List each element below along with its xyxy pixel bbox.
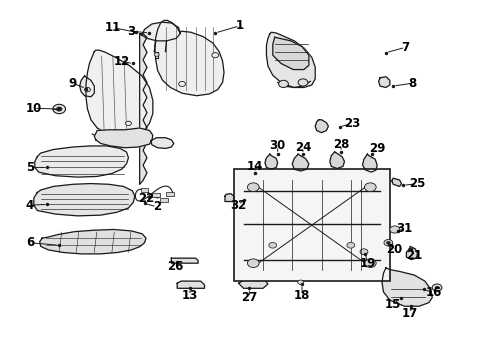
Polygon shape — [264, 154, 277, 169]
Circle shape — [247, 259, 259, 267]
Circle shape — [298, 79, 307, 86]
Text: 17: 17 — [401, 307, 418, 320]
Text: 18: 18 — [293, 289, 309, 302]
Text: 6: 6 — [26, 236, 34, 249]
Text: 29: 29 — [368, 142, 385, 155]
Text: 16: 16 — [425, 287, 441, 300]
Text: 10: 10 — [26, 102, 42, 115]
Text: 15: 15 — [384, 298, 401, 311]
Circle shape — [211, 53, 218, 58]
Polygon shape — [80, 76, 94, 97]
Text: 30: 30 — [269, 139, 285, 152]
Polygon shape — [141, 22, 180, 41]
Circle shape — [84, 87, 90, 92]
Text: 23: 23 — [343, 117, 359, 130]
Circle shape — [56, 107, 62, 111]
Circle shape — [431, 284, 441, 291]
Circle shape — [346, 242, 354, 248]
Polygon shape — [362, 154, 376, 172]
Circle shape — [364, 259, 375, 267]
Bar — [141, 188, 148, 192]
Text: 4: 4 — [26, 199, 34, 212]
Polygon shape — [391, 178, 401, 186]
Text: 19: 19 — [359, 257, 375, 270]
Text: 28: 28 — [332, 138, 348, 151]
Text: 3: 3 — [127, 25, 135, 38]
Circle shape — [389, 226, 399, 233]
Polygon shape — [171, 258, 198, 263]
Text: 27: 27 — [241, 291, 257, 304]
Text: 7: 7 — [401, 41, 408, 54]
Bar — [166, 192, 174, 197]
Polygon shape — [272, 37, 308, 69]
Text: 13: 13 — [182, 289, 198, 302]
Circle shape — [364, 183, 375, 192]
Polygon shape — [406, 246, 417, 260]
Text: 5: 5 — [26, 161, 34, 174]
Text: 21: 21 — [405, 249, 422, 262]
Circle shape — [434, 286, 438, 289]
Circle shape — [247, 183, 259, 192]
Circle shape — [383, 239, 392, 246]
Circle shape — [125, 121, 131, 126]
Polygon shape — [140, 34, 147, 184]
Bar — [233, 169, 389, 281]
Polygon shape — [94, 128, 153, 148]
Text: 11: 11 — [104, 21, 121, 34]
Circle shape — [178, 81, 185, 86]
Text: 14: 14 — [246, 160, 263, 173]
Polygon shape — [378, 77, 389, 87]
Polygon shape — [238, 280, 267, 288]
Text: 2: 2 — [152, 201, 161, 213]
Polygon shape — [224, 194, 233, 202]
Circle shape — [278, 80, 288, 87]
Polygon shape — [86, 50, 153, 136]
Text: 25: 25 — [408, 177, 425, 190]
Circle shape — [386, 241, 389, 244]
Polygon shape — [40, 229, 146, 254]
Polygon shape — [381, 268, 431, 306]
Polygon shape — [177, 281, 204, 288]
Circle shape — [297, 280, 303, 284]
Text: 8: 8 — [408, 77, 416, 90]
Text: 20: 20 — [386, 243, 402, 256]
Text: 12: 12 — [113, 55, 129, 68]
Text: 24: 24 — [294, 141, 310, 154]
Circle shape — [154, 53, 159, 56]
Bar — [160, 198, 167, 202]
Text: 1: 1 — [235, 19, 243, 32]
Text: 9: 9 — [69, 77, 77, 90]
Circle shape — [268, 242, 276, 248]
Text: 26: 26 — [167, 260, 183, 273]
Polygon shape — [292, 154, 308, 171]
Polygon shape — [315, 120, 328, 133]
Polygon shape — [34, 184, 135, 216]
Polygon shape — [329, 152, 344, 168]
Circle shape — [53, 104, 65, 114]
Polygon shape — [266, 32, 315, 87]
Polygon shape — [35, 146, 128, 177]
Bar — [152, 193, 159, 197]
Polygon shape — [155, 21, 224, 96]
Circle shape — [359, 249, 367, 255]
Text: 31: 31 — [395, 222, 412, 235]
Text: 32: 32 — [230, 199, 246, 212]
Text: 22: 22 — [138, 192, 154, 205]
Polygon shape — [151, 138, 173, 148]
